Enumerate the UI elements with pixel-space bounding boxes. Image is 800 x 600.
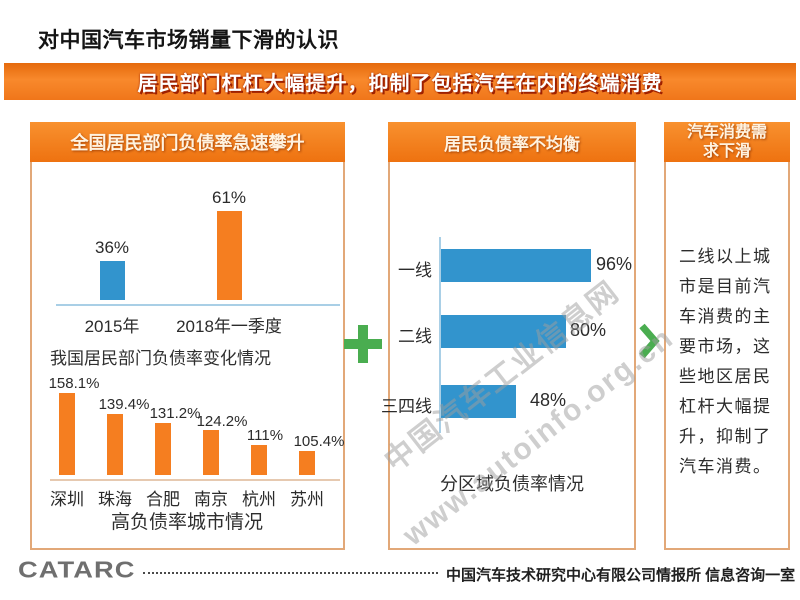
chart1-xlabel-2018q1: 2018年一季度: [176, 317, 282, 336]
footer-dotted-divider: [143, 572, 438, 574]
city-value-zhuhai: 139.4%: [98, 396, 150, 413]
bar-tier2: [441, 315, 566, 348]
bar-2018q1: [217, 211, 242, 300]
chart1-xlabel-2015: 2015年: [84, 317, 140, 336]
chart2-caption: 高负债率城市情况: [110, 512, 264, 533]
region-value-tier2: 80%: [570, 320, 607, 340]
bar-hangzhou: [251, 444, 267, 475]
chart3-y-axis: [439, 237, 441, 433]
city-label-hefei: 合肥: [146, 490, 180, 509]
region-label-tier3-4: 三四线: [381, 397, 432, 416]
panel-national-debt-header: 全国居民部门负债率急速攀升: [30, 122, 345, 162]
plus-icon: [344, 325, 382, 363]
city-value-suzhou: 105.4%: [293, 433, 345, 450]
subtitle-banner: 居民部门杠杠大幅提升，抑制了包括汽车在内的终端消费: [4, 63, 796, 100]
bar-tier1: [441, 249, 591, 282]
bar-2015: [100, 261, 125, 300]
page-title: 对中国汽车市场销量下滑的认识: [38, 29, 339, 52]
region-value-tier3-4: 48%: [530, 390, 567, 410]
chevron-right-icon: [637, 322, 661, 367]
chart2-x-axis: [50, 479, 340, 481]
panel-auto-demand: 汽车消费需求下滑 二线以上城市是目前汽车消费的主要市场，这些地区居民杠杆大幅提升…: [664, 122, 790, 550]
bar-value-2015: 36%: [94, 238, 130, 257]
chart1-x-axis: [56, 304, 340, 306]
city-value-hangzhou: 111%: [246, 427, 284, 444]
city-label-hangzhou: 杭州: [242, 490, 276, 509]
chart3-caption: 分区域负债率情况: [440, 474, 584, 494]
bar-shenzhen: [59, 393, 75, 475]
panel-national-debt: 全国居民部门负债率急速攀升 36% 61% 2015年 2018年一季度 我国居…: [30, 122, 345, 550]
bar-hefei: [155, 422, 171, 475]
chart1-caption: 我国居民部门负债率变化情况: [50, 349, 271, 368]
bar-value-2018q1: 61%: [211, 188, 247, 207]
city-label-zhuhai: 珠海: [98, 490, 132, 509]
panel-debt-by-region: 居民负债率不均衡 一线 96% 二线 80% 三四线 48% 分区域负债率情况: [381, 122, 636, 550]
bar-nanjing: [203, 430, 219, 475]
city-value-shenzhen: 158.1%: [48, 375, 100, 392]
bar-suzhou: [299, 451, 315, 475]
region-label-tier1: 一线: [398, 261, 432, 280]
catarc-logo: CATARC: [18, 556, 136, 583]
city-label-shenzhen: 深圳: [50, 490, 84, 509]
region-label-tier2: 二线: [398, 327, 432, 346]
region-value-tier1: 96%: [596, 254, 633, 274]
panel-debt-by-region-header: 居民负债率不均衡: [388, 122, 636, 162]
panel-auto-demand-header: 汽车消费需求下滑: [664, 122, 790, 162]
city-value-hefei: 131.2%: [149, 405, 201, 422]
bar-zhuhai: [107, 413, 123, 475]
city-label-nanjing: 南京: [194, 490, 228, 509]
city-value-nanjing: 124.2%: [196, 413, 248, 430]
bar-tier3-4: [441, 385, 516, 418]
footer-org-text: 中国汽车技术研究中心有限公司情报所 信息咨询一室: [446, 567, 796, 584]
subtitle-banner-text: 居民部门杠杠大幅提升，抑制了包括汽车在内的终端消费: [137, 73, 663, 95]
city-label-suzhou: 苏州: [290, 490, 324, 509]
auto-demand-body-text: 二线以上城市是目前汽车消费的主要市场，这些地区居民杠杆大幅提升，抑制了汽车消费。: [679, 247, 772, 476]
